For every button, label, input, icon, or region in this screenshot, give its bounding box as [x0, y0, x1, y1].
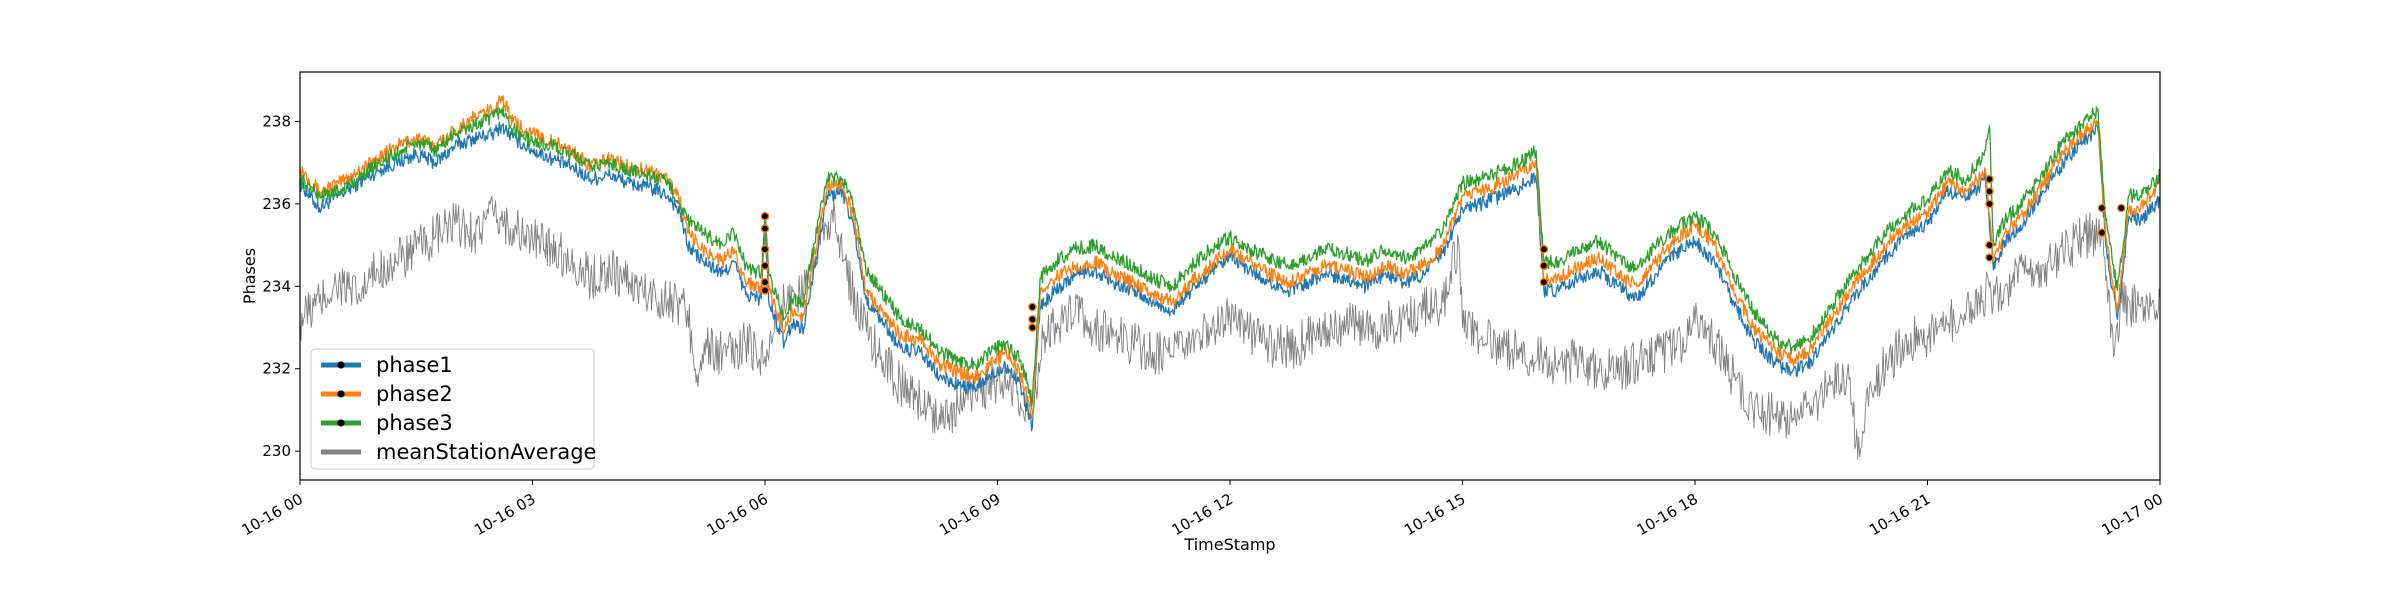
- data-marker: [760, 277, 770, 287]
- legend-marker: [337, 419, 345, 427]
- x-tick-label: 10-16 03: [471, 490, 538, 539]
- y-tick-label: 232: [262, 360, 291, 378]
- series-line-phase1: [299, 121, 2161, 432]
- y-tick-label: 230: [262, 442, 291, 460]
- data-marker: [760, 211, 770, 221]
- x-axis-label: TimeStamp: [1183, 535, 1275, 554]
- y-tick-label: 238: [262, 112, 291, 130]
- y-axis: 230 232 234 236 238: [262, 112, 300, 460]
- data-marker: [1028, 314, 1037, 324]
- data-marker: [1985, 187, 1994, 196]
- data-marker: [1985, 240, 1994, 250]
- y-axis-label: Phases: [240, 248, 259, 304]
- x-axis: 10-16 00 10-16 03 10-16 06 10-16 09 10-16 12…: [239, 480, 2166, 539]
- legend-label: phase3: [376, 411, 453, 435]
- data-marker: [1028, 302, 1037, 312]
- x-tick-label: 10-16 18: [1634, 490, 1701, 539]
- series-line-phase3: [299, 106, 2161, 407]
- legend-marker: [337, 390, 345, 398]
- y-tick-label: 234: [262, 277, 291, 295]
- data-marker: [1985, 174, 1994, 184]
- x-tick-label: 10-16 06: [704, 490, 771, 539]
- legend: phase1 phase2 phase3 meanStationAverage: [310, 348, 596, 470]
- legend-label: meanStationAverage: [376, 440, 596, 464]
- series-markers: [760, 174, 2126, 332]
- legend-box: [310, 348, 595, 470]
- data-marker: [1985, 253, 1994, 262]
- data-marker: [760, 224, 770, 233]
- legend-label: phase2: [376, 382, 453, 406]
- data-marker: [1539, 277, 1549, 287]
- series-line-meanStationAverage: [299, 195, 2161, 460]
- data-marker: [760, 286, 770, 295]
- x-tick-label: 10-16 21: [1866, 490, 1933, 539]
- legend-marker: [337, 361, 345, 369]
- legend-label: phase1: [376, 353, 453, 377]
- series-line-phase2: [299, 95, 2161, 419]
- data-marker: [760, 261, 770, 271]
- data-marker: [1028, 323, 1037, 332]
- data-marker: [1539, 261, 1549, 271]
- x-tick-label: 10-16 12: [1169, 490, 1236, 539]
- x-tick-label: 10-16 09: [936, 490, 1003, 539]
- data-marker: [760, 244, 770, 254]
- x-tick-label: 10-17 00: [2099, 490, 2166, 539]
- x-tick-label: 10-16 00: [239, 490, 306, 539]
- data-marker: [1539, 244, 1549, 254]
- y-tick-label: 236: [262, 195, 291, 213]
- data-marker: [2116, 203, 2126, 213]
- data-marker: [2097, 203, 2107, 213]
- x-tick-label: 10-16 15: [1401, 490, 1468, 539]
- series-lines: [299, 95, 2161, 460]
- data-marker: [2097, 228, 2107, 237]
- data-marker: [1985, 199, 1994, 209]
